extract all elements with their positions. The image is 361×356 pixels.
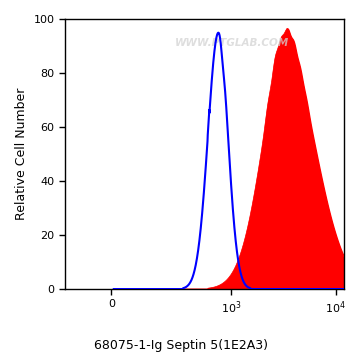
Text: WWW.PTGLAB.COM: WWW.PTGLAB.COM [175, 38, 290, 48]
Y-axis label: Relative Cell Number: Relative Cell Number [15, 88, 28, 220]
Text: 68075-1-Ig Septin 5(1E2A3): 68075-1-Ig Septin 5(1E2A3) [93, 339, 268, 352]
